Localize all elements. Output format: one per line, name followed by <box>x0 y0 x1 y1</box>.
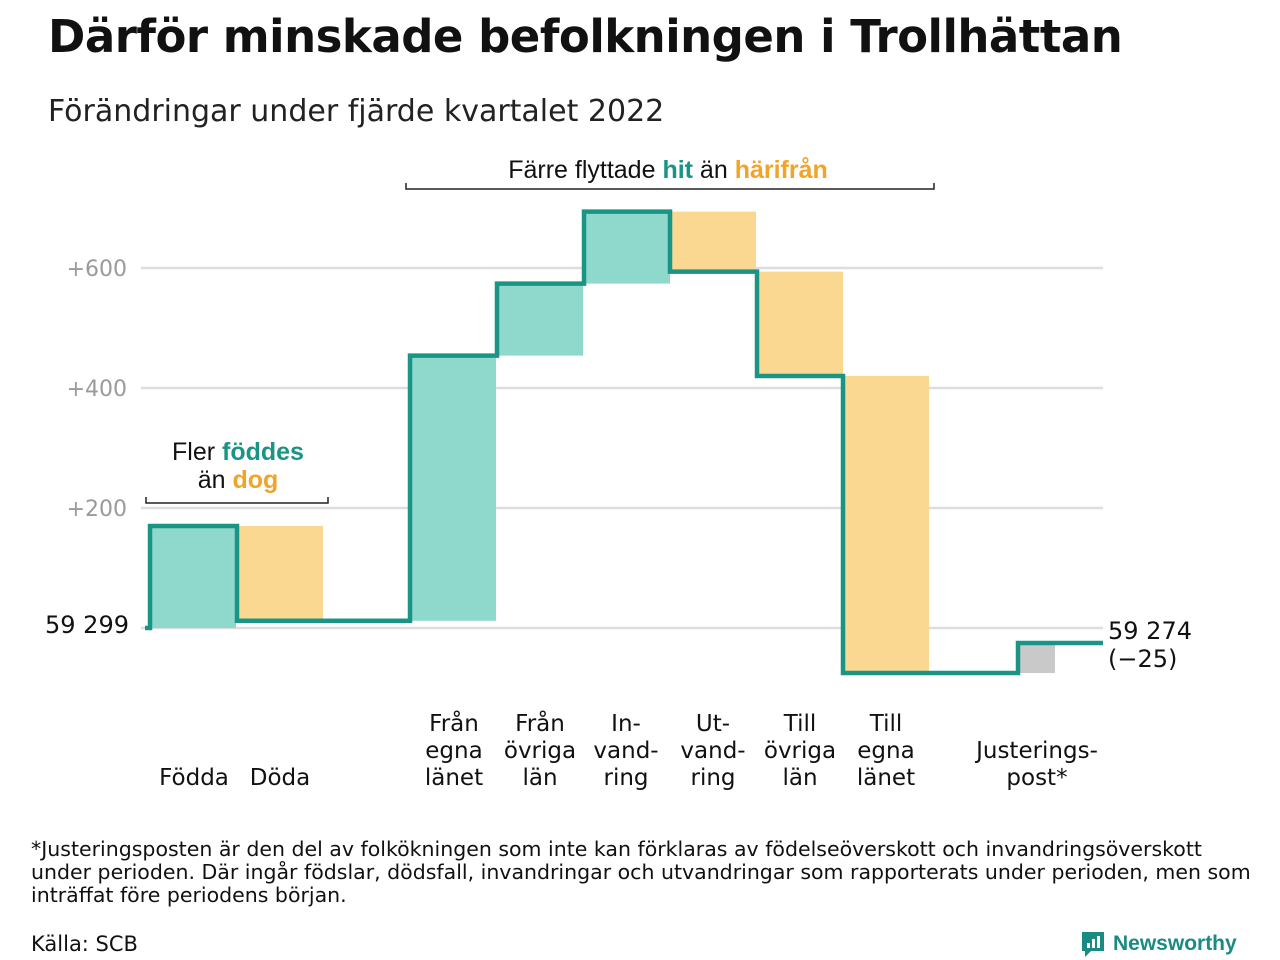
chart-title: Därför minskade befolkningen i Trollhätt… <box>48 10 1123 63</box>
bar-till-egna-lanet <box>843 376 929 673</box>
bar-utvandring <box>670 211 756 272</box>
running-total-line <box>145 209 1103 676</box>
category-label-doda: Döda <box>250 765 310 791</box>
moves-bracket <box>405 183 935 190</box>
category-label-justeringspost: Justerings-post* <box>974 738 1098 791</box>
category-label-fodda: Födda <box>159 765 229 791</box>
category-label-fran-egna-lanet: Från egna länet <box>425 709 483 791</box>
bars <box>150 211 1055 673</box>
category-label-till-egna-lanet: Till egna länet <box>857 711 915 791</box>
start-value-label: 59 299 <box>45 611 129 639</box>
category-label-invandring: In-vand-ring <box>593 711 658 791</box>
category-label-utvandring: Ut-vand-ring <box>680 711 745 791</box>
bar-invandring <box>584 211 670 284</box>
births-annotation-line2: än dog <box>198 466 279 494</box>
moves-annotation: Färre flyttade hit än härifrån <box>508 156 828 184</box>
births-annotation-line1: Fler föddes <box>172 438 304 466</box>
chart-labels: +200 +400 +600 Födda Döda Från egna länet Från öv… <box>45 257 1192 791</box>
end-value-label: 59 274 <box>1108 617 1192 645</box>
y-tick-label: +200 <box>67 497 127 522</box>
footnote: *Justeringsposten är den del av folkökni… <box>31 837 1251 907</box>
bar-fran-ovriga-lan <box>497 283 583 356</box>
y-tick-label: +600 <box>67 257 127 282</box>
bar-justeringspost <box>1018 643 1055 673</box>
bar-till-ovriga-lan <box>757 271 843 376</box>
end-change-label: (−25) <box>1108 645 1177 673</box>
newsworthy-logo-icon <box>1082 932 1104 957</box>
running-total-path <box>145 209 1103 676</box>
bar-fodda <box>150 526 236 628</box>
waterfall-chart: +200 +400 +600 Födda Döda Från egna länet Från öv… <box>45 156 1192 791</box>
category-label-till-ovriga-lan: Till övriga län <box>764 711 836 791</box>
brand: Newsworthy <box>1080 928 1237 960</box>
bar-doda <box>237 526 323 621</box>
brand-name: Newsworthy <box>1113 932 1237 955</box>
source-note: Källa: SCB <box>31 932 138 956</box>
chart-subtitle: Förändringar under fjärde kvartalet 2022 <box>48 94 665 129</box>
births-bracket <box>145 497 329 504</box>
y-tick-label: +400 <box>67 377 127 402</box>
category-label-fran-ovriga-lan: Från övriga län <box>504 709 576 791</box>
bar-fran-egna-lanet <box>410 355 496 621</box>
